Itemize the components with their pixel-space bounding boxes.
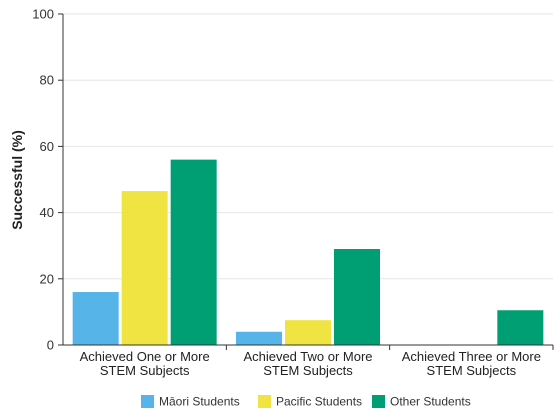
y-tick-label: 80 (40, 73, 54, 88)
legend-label: Pacific Students (276, 395, 362, 409)
bar[interactable] (121, 191, 168, 345)
bar[interactable] (497, 310, 544, 345)
bar[interactable] (170, 159, 217, 345)
legend-swatch (258, 395, 271, 408)
bar[interactable] (236, 331, 282, 345)
bar[interactable] (72, 292, 119, 345)
legend-swatch (141, 395, 154, 408)
y-tick-label: 100 (32, 7, 54, 22)
x-tick-label: Achieved Three or More (402, 349, 541, 364)
bar[interactable] (334, 249, 380, 345)
bar[interactable] (285, 320, 331, 345)
legend-label: Māori Students (159, 395, 240, 409)
x-tick-label: STEM Subjects (100, 363, 190, 378)
legend-item[interactable]: Pacific Students (258, 395, 362, 409)
axes (58, 13, 554, 350)
y-tick-label: 20 (40, 271, 54, 286)
x-tick-label: STEM Subjects (263, 363, 353, 378)
y-tick-label: 60 (40, 139, 54, 154)
y-tick-label: 40 (40, 205, 54, 220)
legend-item[interactable]: Other Students (372, 395, 471, 409)
x-tick-label: STEM Subjects (427, 363, 517, 378)
legend-swatch (372, 395, 385, 408)
bars (72, 159, 544, 345)
legend-item[interactable]: Māori Students (141, 395, 240, 409)
y-axis-title: Successful (%) (9, 130, 25, 230)
x-tick-label: Achieved One or More (80, 349, 210, 364)
legend[interactable]: Māori Students Pacific Students Other Stud… (141, 395, 471, 409)
x-tick-label: Achieved Two or More (243, 349, 372, 364)
y-tick-label: 0 (47, 338, 54, 353)
legend-label: Other Students (390, 395, 471, 409)
